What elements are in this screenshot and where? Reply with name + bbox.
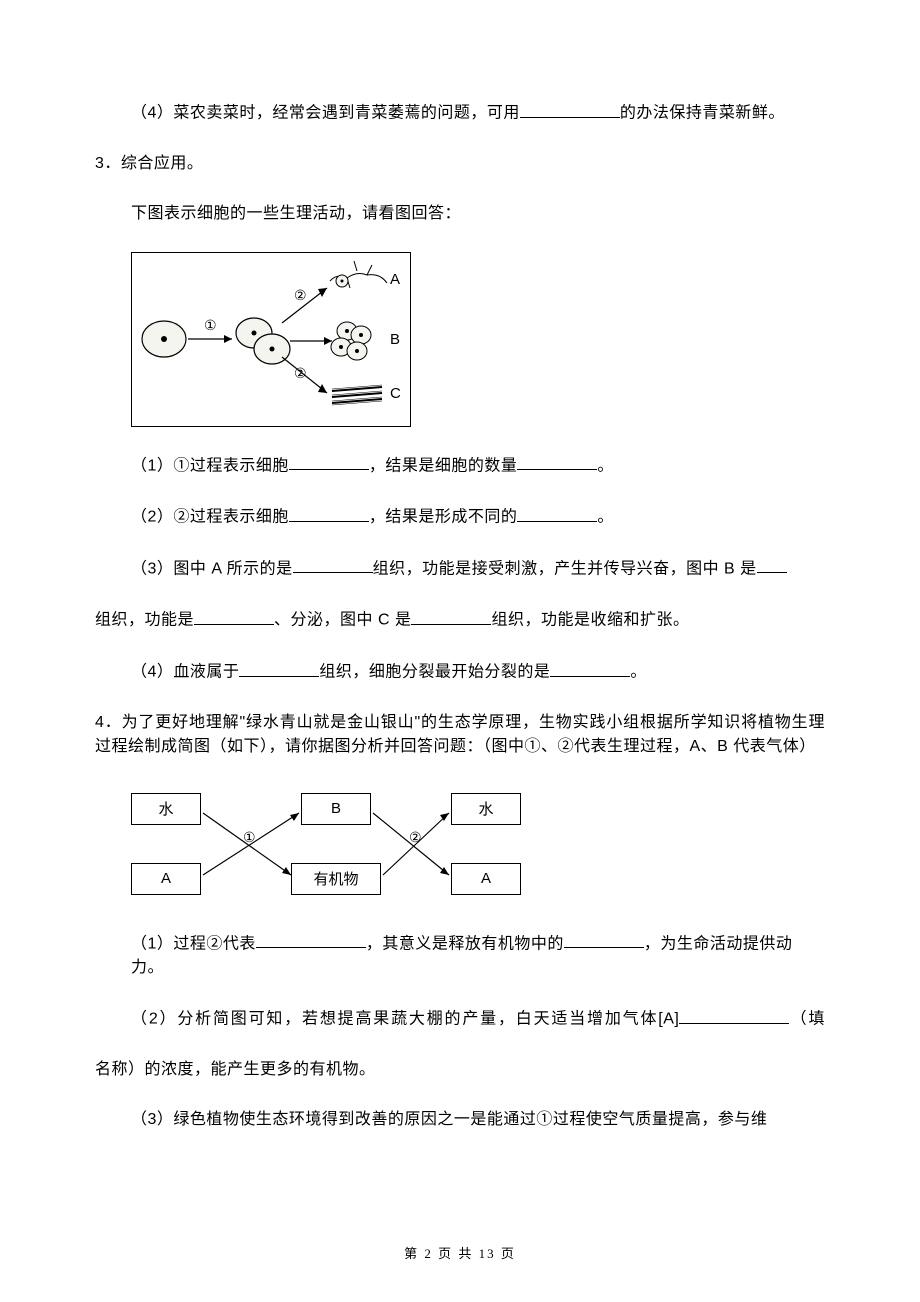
q3-heading: 3．综合应用。	[95, 152, 825, 176]
text: （4）血液属于	[131, 664, 239, 681]
text: 组织，细胞分裂最开始分裂的是	[319, 664, 550, 681]
label-circ2b: ②	[294, 365, 307, 382]
blank	[517, 453, 597, 471]
blank	[517, 504, 597, 522]
q3-item3: （3）图中 A 所示的是 组织，功能是接受刺激，产生并传导兴奋，图中 B 是	[95, 556, 825, 582]
text: 组织，功能是接受刺激，产生并传导兴奋，图中 B 是	[373, 560, 757, 577]
text: 。	[630, 664, 647, 681]
q3-intro: 下图表示细胞的一些生理活动，请看图回答：	[95, 202, 825, 226]
blank	[550, 659, 630, 677]
text: 组织，功能是收缩和扩张。	[491, 612, 689, 629]
blank	[239, 659, 319, 677]
text: （2）分析简图可知，若想提高果蔬大棚的产量，白天适当增加气体[A]	[131, 1011, 679, 1028]
blank	[411, 607, 491, 625]
label-circ1: ①	[204, 317, 217, 334]
text: 组织，功能是	[95, 612, 194, 629]
process-arrows	[131, 785, 531, 905]
label-A: A	[390, 271, 400, 288]
q2-4-prefix: （4）菜农卖菜时，经常会遇到青菜萎蔫的问题，可用	[131, 105, 520, 122]
q4-item1: （1）过程②代表，其意义是释放有机物中的，为生命活动提供动力。	[95, 931, 825, 981]
cell-diagram: ① ② ② A B C	[131, 252, 411, 427]
q3-item3-line2: 组织，功能是 、分泌，图中 C 是 组织，功能是收缩和扩张。	[95, 607, 825, 633]
q4-heading: 4．为了更好地理解"绿水青山就是金山银山"的生态学原理，生物实践小组根据所学知识…	[95, 711, 825, 759]
q4-item2-line2: 名称）的浓度，能产生更多的有机物。	[95, 1058, 825, 1082]
label-B: B	[390, 331, 400, 348]
text: （3）图中 A 所示的是	[131, 560, 293, 577]
process-diagram: 水 A B 有机物 水 A ① ②	[131, 785, 531, 905]
label-circ2: ②	[409, 829, 422, 846]
blank	[256, 931, 366, 949]
blank	[293, 556, 373, 574]
label-circ2a: ②	[294, 287, 307, 304]
q2-item4: （4）菜农卖菜时，经常会遇到青菜萎蔫的问题，可用 的办法保持青菜新鲜。	[95, 100, 825, 126]
q4-item3: （3）绿色植物使生态环境得到改善的原因之一是能通过①过程使空气质量提高，参与维	[95, 1108, 825, 1132]
label-C: C	[390, 385, 401, 402]
text: （1）①过程表示细胞	[131, 457, 289, 474]
blank	[564, 931, 644, 949]
text: ，结果是形成不同的	[369, 509, 518, 526]
text: 。	[597, 457, 614, 474]
q3-item2: （2）②过程表示细胞 ，结果是形成不同的 。	[95, 504, 825, 530]
text: 、分泌，图中 C 是	[274, 612, 411, 629]
blank	[289, 453, 369, 471]
text: ，其意义是释放有机物中的	[366, 935, 564, 952]
blank	[194, 607, 274, 625]
cell-diagram-svg	[132, 253, 410, 426]
text: （1）过程②代表	[131, 935, 256, 952]
q3-item4: （4）血液属于 组织，细胞分裂最开始分裂的是 。	[95, 659, 825, 685]
text: （填	[789, 1011, 825, 1028]
q4-item2-line1: （2）分析简图可知，若想提高果蔬大棚的产量，白天适当增加气体[A] （填	[95, 1006, 825, 1032]
text: 。	[597, 509, 614, 526]
blank	[757, 556, 787, 574]
blank	[520, 100, 620, 118]
text: ，结果是细胞的数量	[369, 457, 518, 474]
q2-4-suffix: 的办法保持青菜新鲜。	[620, 105, 785, 122]
page-footer: 第 2 页 共 13 页	[0, 1243, 920, 1262]
text: 名称）的浓度，能产生更多的有机物。	[95, 1061, 376, 1078]
q3-item1: （1）①过程表示细胞 ，结果是细胞的数量 。	[95, 453, 825, 479]
blank	[289, 504, 369, 522]
blank	[679, 1006, 789, 1024]
label-circ1: ①	[243, 829, 256, 846]
text: （2）②过程表示细胞	[131, 509, 289, 526]
